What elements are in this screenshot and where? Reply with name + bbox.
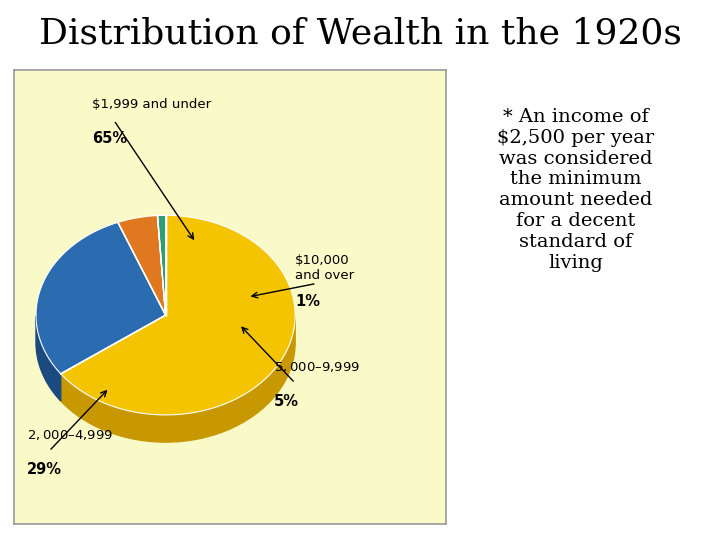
Polygon shape [60, 215, 295, 415]
Text: 29%: 29% [27, 462, 63, 477]
Text: Distribution of Wealth in the 1920s: Distribution of Wealth in the 1920s [39, 16, 681, 50]
Text: 1%: 1% [295, 294, 320, 309]
Polygon shape [36, 316, 60, 401]
Text: $5,000 – $9,999: $5,000 – $9,999 [274, 360, 360, 374]
Text: * An income of
$2,500 per year
was considered
the minimum
amount needed
for a de: * An income of $2,500 per year was consi… [498, 108, 654, 272]
Polygon shape [60, 318, 295, 442]
Polygon shape [118, 215, 166, 315]
Text: 5%: 5% [274, 394, 299, 409]
Text: $1,999 and under: $1,999 and under [92, 98, 211, 111]
Polygon shape [158, 215, 166, 315]
Text: 65%: 65% [92, 131, 127, 146]
Text: $10,000
and over: $10,000 and over [295, 253, 354, 281]
Polygon shape [36, 222, 166, 374]
Text: $2,000 – $4,999: $2,000 – $4,999 [27, 428, 114, 442]
